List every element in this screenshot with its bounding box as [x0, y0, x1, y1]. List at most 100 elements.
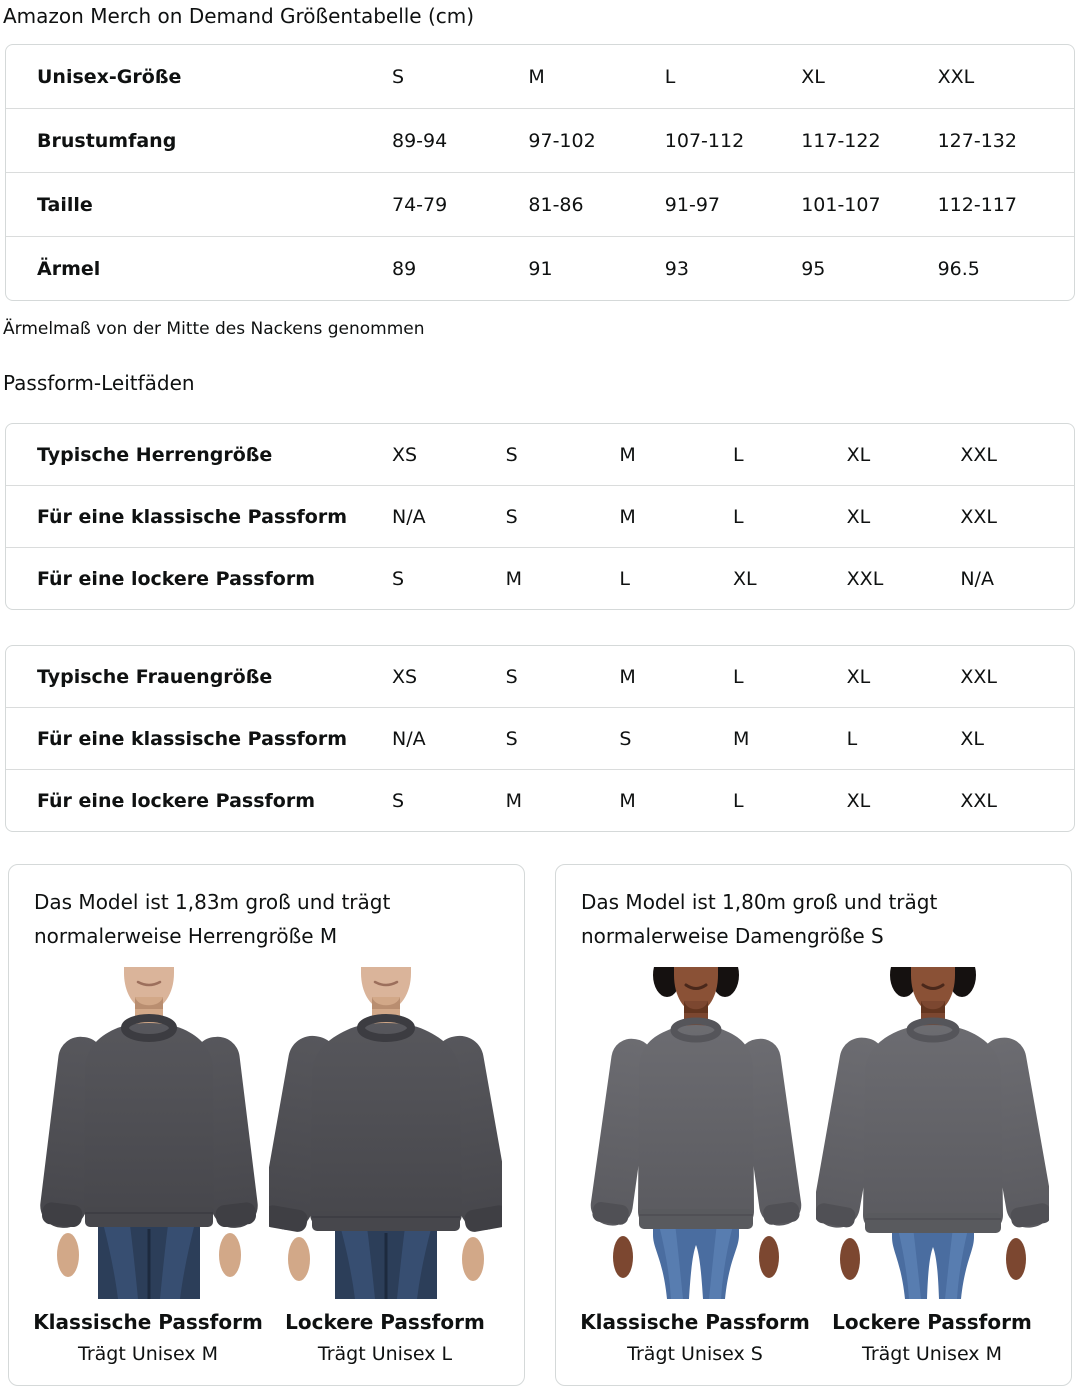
table-cell: S [505, 665, 518, 688]
table-cell: M [528, 65, 545, 88]
collar [356, 1014, 415, 1042]
mouth [921, 983, 944, 990]
sleeve-measurement-note: Ärmelmaß von der Mitte des Nackens genom… [3, 319, 425, 339]
table-cell: XS [392, 443, 418, 466]
table-cell: 74-79 [392, 193, 448, 216]
table-cell: 112-117 [937, 193, 1017, 216]
hair [710, 967, 739, 997]
table-cell: XL [732, 567, 757, 590]
model-cards: Das Model ist 1,83m groß und trägt norma… [8, 864, 1072, 1386]
table-cell: XXL [846, 567, 884, 590]
fit-caption-size: Trägt Unisex M [862, 1343, 1002, 1365]
table-cell: XS [392, 665, 418, 688]
mouth [373, 980, 398, 987]
female-model-loose-fit-photo [815, 967, 1049, 1299]
fit-caption-title: Klassische Passform [33, 1310, 263, 1334]
table-cell: XL [960, 727, 984, 750]
table-cell: XL [846, 789, 871, 812]
right-hand [461, 1237, 484, 1281]
classic-fit-figure: Klassische Passform Trägt Unisex S [578, 967, 812, 1371]
table-cell: 117-122 [801, 129, 881, 152]
table-cell: XL [846, 443, 871, 466]
table-cell: 91-97 [664, 193, 721, 216]
table-cell: S [392, 65, 405, 88]
table-cell: M [505, 789, 523, 812]
table-cell: 96.5 [937, 257, 980, 280]
table-cell: 81-86 [528, 193, 584, 216]
mens-fit-table: Typische Herrengröße XS S M L XL XXL Für… [5, 423, 1075, 610]
model-description: Das Model ist 1,80m groß und trägt norma… [581, 890, 938, 948]
table-cell: S [392, 789, 405, 812]
table-row: Typische Frauengröße XS S M L XL XXL [6, 646, 1074, 707]
table-row: Für eine lockere Passform S M M L XL XXL [6, 769, 1074, 831]
table-cell: XL [846, 505, 871, 528]
left-hand [612, 1236, 633, 1278]
female-model-card: Das Model ist 1,80m groß und trägt norma… [555, 864, 1072, 1386]
hem-band [864, 1213, 1001, 1233]
hem-band [311, 1211, 460, 1231]
hem-band [84, 1207, 213, 1227]
table-row: Typische Herrengröße XS S M L XL XXL [6, 424, 1074, 485]
table-cell: 89 [392, 257, 417, 280]
sweatshirt-body [862, 1025, 1003, 1231]
fit-caption-size: Trägt Unisex M [78, 1343, 218, 1365]
male-model-classic-fit-photo [31, 967, 265, 1299]
loose-fit-figure: Lockere Passform Trägt Unisex M [815, 967, 1049, 1371]
row-label: Für eine klassische Passform [37, 505, 348, 528]
table-cell: L [732, 789, 744, 812]
right-hand [218, 1233, 241, 1277]
sweatshirt-body [83, 1023, 214, 1225]
table-row: Taille 74-79 81-86 91-97 101-107 112-117 [6, 172, 1074, 236]
table-cell: S [505, 443, 518, 466]
right-hand [1005, 1238, 1026, 1280]
table-cell: 95 [801, 257, 826, 280]
hair [947, 967, 976, 997]
classic-fit-figure: Klassische Passform Trägt Unisex M [31, 967, 265, 1371]
page-title: Amazon Merch on Demand Größentabelle (cm… [3, 4, 475, 28]
left-hand [287, 1237, 310, 1281]
neck-shadow [134, 997, 163, 1009]
table-cell: 127-132 [937, 129, 1017, 152]
table-cell: XXL [937, 65, 975, 88]
left-hand [839, 1238, 860, 1280]
fit-caption-title: Lockere Passform [285, 1310, 485, 1334]
table-cell: M [619, 443, 636, 466]
neck-shadow [920, 1001, 945, 1013]
table-cell: M [619, 789, 636, 812]
left-hand [56, 1233, 79, 1277]
left-sleeve [590, 1038, 653, 1226]
womens-fit-table: Typische Frauengröße XS S M L XL XXL Für… [5, 645, 1075, 832]
loose-fit-figure: Lockere Passform Trägt Unisex L [268, 967, 502, 1371]
row-label: Taille [37, 193, 93, 216]
hair [652, 967, 681, 997]
table-cell: XL [846, 665, 871, 688]
table-cell: L [732, 505, 744, 528]
table-cell: XXL [960, 665, 997, 688]
fit-caption-size: Trägt Unisex S [627, 1343, 763, 1365]
sweatshirt-body [309, 1023, 462, 1229]
photo-caption: Klassische Passform Trägt Unisex M [32, 1307, 265, 1371]
row-label: Typische Herrengröße [37, 443, 273, 466]
row-label: Ärmel [37, 257, 101, 280]
table-cell: 91 [528, 257, 553, 280]
table-row: Für eine lockere Passform S M L XL XXL N… [6, 547, 1074, 609]
collar [906, 1017, 959, 1043]
row-label: Unisex-Größe [37, 65, 182, 88]
unisex-size-table: Unisex-Größe S M L XL XXL Brustumfang 89… [5, 44, 1075, 301]
table-cell: 89-94 [392, 129, 448, 152]
row-label: Für eine klassische Passform [37, 727, 348, 750]
table-row: Für eine klassische Passform N/A S S M L… [6, 707, 1074, 769]
fit-guides-heading: Passform-Leitfäden [3, 371, 195, 395]
collar [120, 1014, 177, 1042]
table-cell: N/A [392, 505, 426, 528]
table-cell: M [732, 727, 750, 750]
model-photos: Klassische Passform Trägt Unisex S [569, 967, 1058, 1371]
hair [889, 967, 918, 997]
table-cell: 107-112 [664, 129, 745, 152]
table-cell: N/A [392, 727, 426, 750]
table-cell: M [619, 505, 636, 528]
model-description: Das Model ist 1,83m groß und trägt norma… [34, 890, 391, 948]
table-cell: S [619, 727, 632, 750]
table-row: Unisex-Größe S M L XL XXL [6, 45, 1074, 108]
